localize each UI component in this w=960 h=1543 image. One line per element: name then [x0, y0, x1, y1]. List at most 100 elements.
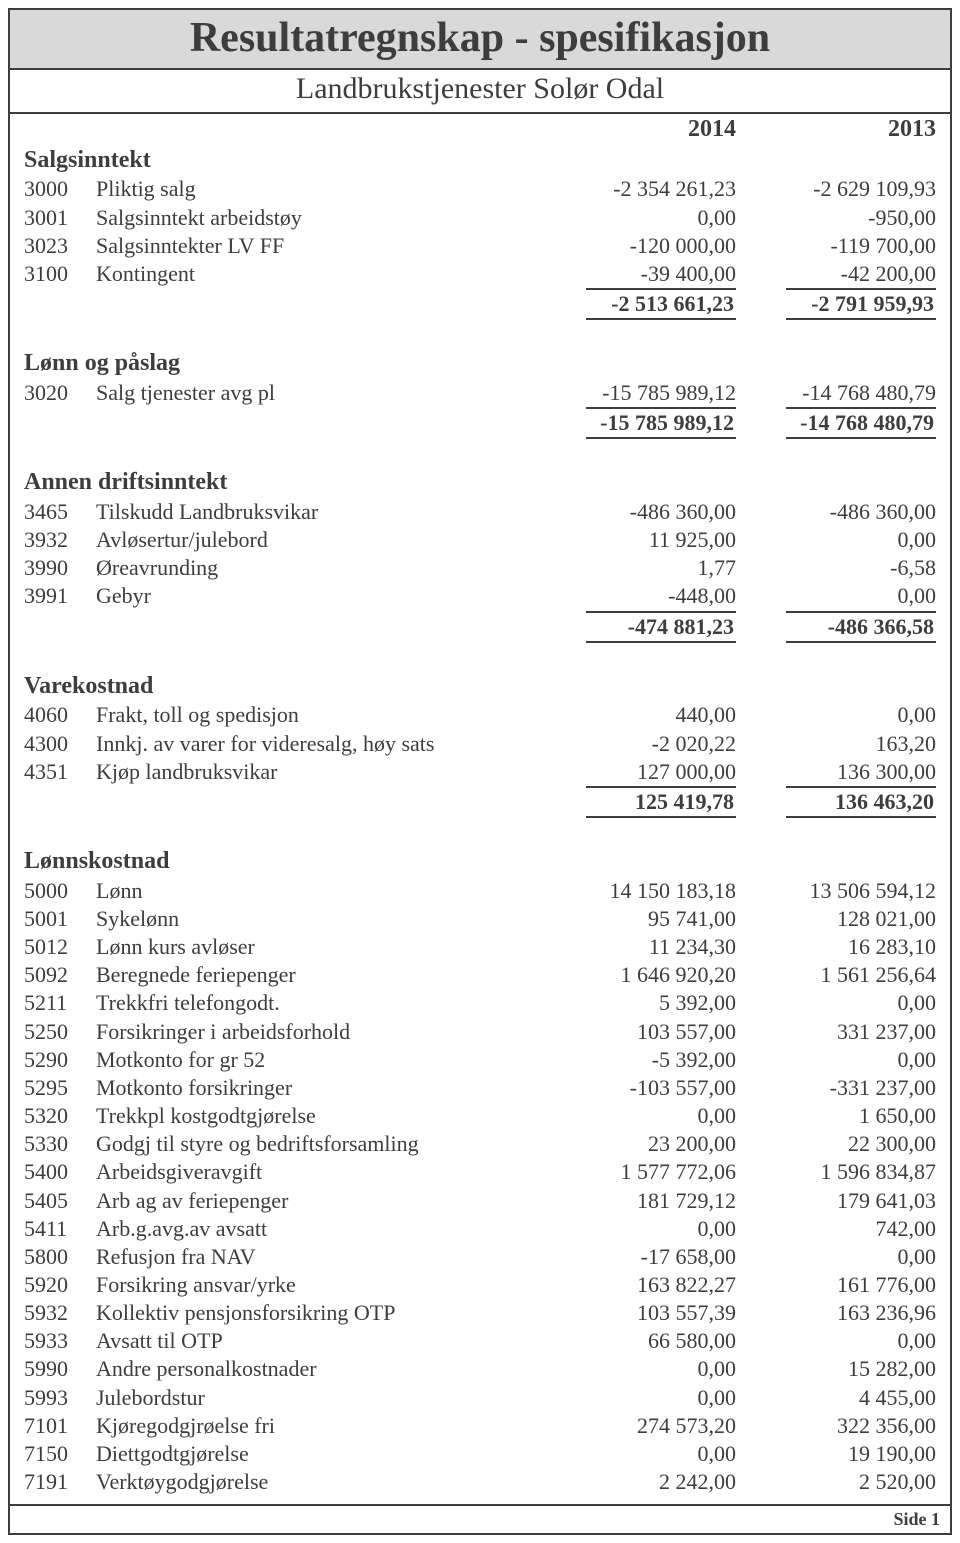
section-heading: Salgsinntekt: [24, 145, 936, 176]
account-code: 5933: [24, 1327, 96, 1355]
page-footer: Side 1: [10, 1504, 950, 1533]
value-y2: 136 300,00: [736, 758, 936, 786]
value-y1: -486 360,00: [536, 498, 736, 526]
table-row: 5990Andre personalkostnader0,0015 282,00: [24, 1355, 936, 1383]
section-spacer: [24, 439, 936, 467]
table-row: 5250Forsikringer i arbeidsforhold103 557…: [24, 1018, 936, 1046]
section-heading: Lønn og påslag: [24, 348, 936, 379]
account-code: 5001: [24, 905, 96, 933]
blank: [24, 786, 96, 818]
value-y2: -119 700,00: [736, 232, 936, 260]
value-y1: 0,00: [536, 1440, 736, 1468]
table-row: 5211Trekkfri telefongodt.5 392,000,00: [24, 989, 936, 1017]
account-code: 5920: [24, 1271, 96, 1299]
table-row: 7191Verktøygodgjørelse2 242,002 520,00: [24, 1468, 936, 1496]
account-code: 7101: [24, 1412, 96, 1440]
table-row: 3001Salgsinntekt arbeidstøy0,00-950,00: [24, 204, 936, 232]
content-area: 20142013Salgsinntekt3000Pliktig salg-2 3…: [10, 114, 950, 1504]
table-row: 5330Godgj til styre og bedriftsforsamlin…: [24, 1130, 936, 1158]
account-desc: Motkonto forsikringer: [96, 1074, 536, 1102]
table-row: 5920Forsikring ansvar/yrke163 822,27161 …: [24, 1271, 936, 1299]
account-desc: Kjøregodgjrøelse fri: [96, 1412, 536, 1440]
value-y2: 0,00: [736, 1243, 936, 1271]
value-y2: 0,00: [736, 526, 936, 554]
table-row: 5411Arb.g.avg.av avsatt0,00742,00: [24, 1215, 936, 1243]
table-row: 5932Kollektiv pensjonsforsikring OTP103 …: [24, 1299, 936, 1327]
value-y2: 163 236,96: [736, 1299, 936, 1327]
value-y1: 0,00: [536, 1355, 736, 1383]
account-code: 5330: [24, 1130, 96, 1158]
value-y2: -2 629 109,93: [736, 175, 936, 203]
blank: [24, 407, 96, 439]
subtotal-row: 125 419,78136 463,20: [24, 786, 936, 818]
account-code: 4351: [24, 758, 96, 786]
value-y2: 15 282,00: [736, 1355, 936, 1383]
value-y2: 4 455,00: [736, 1384, 936, 1412]
account-code: 4060: [24, 701, 96, 729]
value-y1: -2 354 261,23: [536, 175, 736, 203]
value-y1: 5 392,00: [536, 989, 736, 1017]
value-y1: 95 741,00: [536, 905, 736, 933]
account-desc: Arb.g.avg.av avsatt: [96, 1215, 536, 1243]
value-y1: -103 557,00: [536, 1074, 736, 1102]
table-row: 3000Pliktig salg-2 354 261,23-2 629 109,…: [24, 175, 936, 203]
account-desc: Trekkfri telefongodt.: [96, 989, 536, 1017]
blank: [24, 114, 96, 145]
value-y2: 2 520,00: [736, 1468, 936, 1496]
value-y2: 0,00: [736, 1327, 936, 1355]
value-y1: -17 658,00: [536, 1243, 736, 1271]
account-code: 5932: [24, 1299, 96, 1327]
blank: [24, 611, 96, 643]
value-y1: 1 577 772,06: [536, 1158, 736, 1186]
account-code: 5290: [24, 1046, 96, 1074]
subtotal-y2: -14 768 480,79: [736, 407, 936, 439]
table-row: 3465Tilskudd Landbruksvikar-486 360,00-4…: [24, 498, 936, 526]
value-y1: 181 729,12: [536, 1187, 736, 1215]
subtotal-row: -2 513 661,23-2 791 959,93: [24, 288, 936, 320]
value-y1: 11 925,00: [536, 526, 736, 554]
value-y1: 23 200,00: [536, 1130, 736, 1158]
table-row: 5012Lønn kurs avløser11 234,3016 283,10: [24, 933, 936, 961]
account-code: 5250: [24, 1018, 96, 1046]
value-y2: 331 237,00: [736, 1018, 936, 1046]
account-desc: Kjøp landbruksvikar: [96, 758, 536, 786]
account-desc: Avsatt til OTP: [96, 1327, 536, 1355]
value-y1: 274 573,20: [536, 1412, 736, 1440]
blank: [96, 611, 536, 643]
value-y2: -42 200,00: [736, 260, 936, 288]
value-y1: 0,00: [536, 1215, 736, 1243]
value-y2: 163,20: [736, 730, 936, 758]
account-desc: Lønn kurs avløser: [96, 933, 536, 961]
value-y1: 1,77: [536, 554, 736, 582]
blank: [96, 407, 536, 439]
account-desc: Forsikringer i arbeidsforhold: [96, 1018, 536, 1046]
account-code: 7191: [24, 1468, 96, 1496]
document-frame: Resultatregnskap - spesifikasjon Landbru…: [8, 8, 952, 1535]
table-row: 5400Arbeidsgiveravgift1 577 772,061 596 …: [24, 1158, 936, 1186]
table-row: 5933Avsatt til OTP66 580,000,00: [24, 1327, 936, 1355]
value-y2: 322 356,00: [736, 1412, 936, 1440]
account-desc: Verktøygodgjørelse: [96, 1468, 536, 1496]
page-title: Resultatregnskap - spesifikasjon: [10, 10, 950, 70]
account-code: 5012: [24, 933, 96, 961]
account-code: 5400: [24, 1158, 96, 1186]
account-code: 3000: [24, 175, 96, 203]
account-desc: Forsikring ansvar/yrke: [96, 1271, 536, 1299]
account-code: 3465: [24, 498, 96, 526]
table-row: 5000Lønn14 150 183,1813 506 594,12: [24, 877, 936, 905]
account-desc: Kontingent: [96, 260, 536, 288]
account-desc: Øreavrunding: [96, 554, 536, 582]
value-y2: 0,00: [736, 701, 936, 729]
section-title: Lønnskostnad: [24, 846, 936, 877]
table-row: 5092Beregnede feriepenger1 646 920,201 5…: [24, 961, 936, 989]
year-col-1: 2014: [536, 114, 736, 145]
account-code: 5000: [24, 877, 96, 905]
table-row: 5993Julebordstur0,004 455,00: [24, 1384, 936, 1412]
account-desc: Frakt, toll og spedisjon: [96, 701, 536, 729]
table-row: 7150Diettgodtgjørelse0,0019 190,00: [24, 1440, 936, 1468]
value-y2: 1 650,00: [736, 1102, 936, 1130]
value-y1: -39 400,00: [536, 260, 736, 288]
table-row: 5800Refusjon fra NAV-17 658,000,00: [24, 1243, 936, 1271]
account-code: 5405: [24, 1187, 96, 1215]
value-y1: 2 242,00: [536, 1468, 736, 1496]
